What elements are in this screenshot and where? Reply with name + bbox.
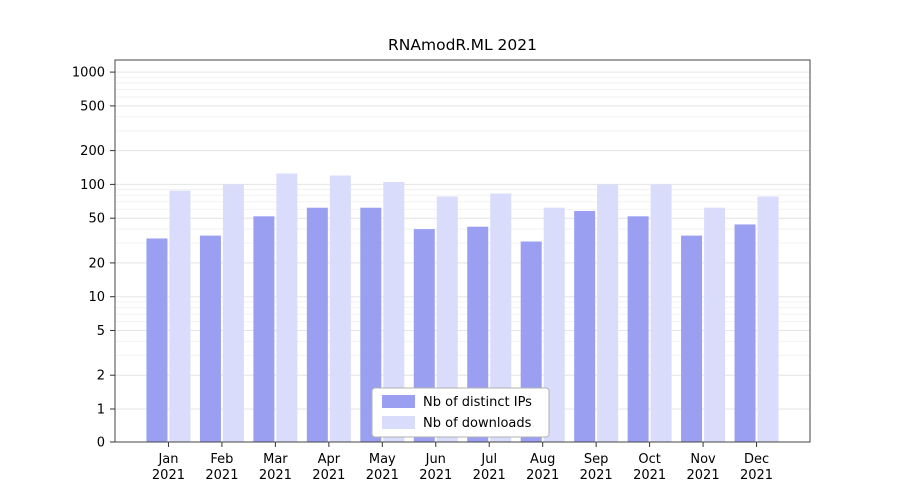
y-tick-label-10: 10 — [88, 290, 105, 305]
y-tick-label-1: 1 — [97, 403, 105, 418]
legend-label-distinct-ips: Nb of distinct IPs — [423, 395, 532, 410]
legend-label-downloads: Nb of downloads — [423, 416, 532, 431]
y-tick-label-2: 2 — [97, 369, 105, 384]
bar-downloads-mar — [276, 173, 298, 442]
y-tick-label-500: 500 — [80, 99, 105, 114]
bar-downloads-oct — [650, 184, 672, 442]
y-tick-label-200: 200 — [80, 144, 105, 159]
bar-distinct-ips-jan — [146, 238, 168, 442]
bar-downloads-jun — [436, 196, 458, 442]
y-tick-label-20: 20 — [88, 256, 105, 271]
y-tick-label-1000: 1000 — [72, 66, 105, 81]
x-tick-label-jan: Jan 2021 — [152, 452, 185, 483]
bar-downloads-feb — [222, 184, 244, 442]
legend-swatch-downloads — [382, 416, 415, 429]
x-tick-label-nov: Nov 2021 — [687, 452, 720, 483]
bar-downloads-may — [383, 182, 405, 442]
bar-downloads-dec — [757, 196, 779, 442]
bar-downloads-nov — [704, 207, 726, 442]
bar-downloads-sep — [597, 184, 619, 442]
x-tick-label-mar: Mar 2021 — [259, 452, 292, 483]
bar-downloads-aug — [543, 207, 565, 442]
x-tick-label-dec: Dec 2021 — [740, 452, 773, 483]
bar-downloads-jan — [169, 190, 191, 442]
x-tick-label-jun: Jun 2021 — [419, 452, 452, 483]
y-tick-label-5: 5 — [97, 324, 105, 339]
legend-box — [371, 387, 550, 438]
x-tick-label-feb: Feb 2021 — [205, 452, 238, 483]
x-tick-label-aug: Aug 2021 — [526, 452, 559, 483]
bar-downloads-apr — [329, 175, 351, 443]
bar-distinct-ips-mar — [253, 216, 275, 442]
x-tick-label-oct: Oct 2021 — [633, 452, 666, 483]
bar-distinct-ips-may — [360, 207, 382, 442]
bar-distinct-ips-sep — [574, 210, 596, 442]
y-tick-label-0: 0 — [97, 436, 105, 451]
legend-swatch-distinct-ips — [382, 395, 415, 408]
x-tick-label-apr: Apr 2021 — [312, 452, 345, 483]
y-tick-label-50: 50 — [88, 212, 105, 227]
bar-distinct-ips-nov — [681, 235, 703, 442]
x-tick-label-sep: Sep 2021 — [580, 452, 613, 483]
bar-downloads-jul — [490, 193, 512, 442]
bar-distinct-ips-oct — [627, 216, 649, 442]
bar-distinct-ips-feb — [199, 235, 221, 442]
x-tick-label-may: May 2021 — [366, 452, 399, 483]
plot-border — [114, 59, 811, 443]
x-tick-label-jul: Jul 2021 — [473, 452, 506, 483]
chart-title: RNAmodR.ML 2021 — [388, 36, 537, 54]
bar-distinct-ips-apr — [306, 207, 328, 442]
y-tick-label-100: 100 — [80, 178, 105, 193]
bar-distinct-ips-dec — [734, 224, 756, 442]
